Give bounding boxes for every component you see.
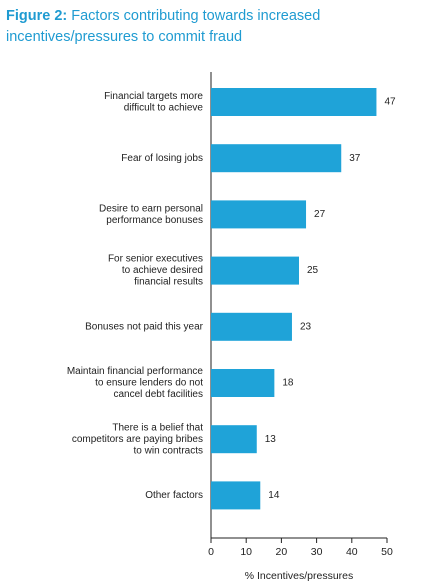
- category-label: For senior executives: [108, 254, 203, 265]
- x-tick-label: 30: [311, 546, 323, 558]
- bar: [211, 369, 275, 397]
- category-label: to win contracts: [134, 445, 203, 456]
- category-label: Bonuses not paid this year: [85, 321, 204, 332]
- category-label: Desire to earn personal: [99, 203, 203, 214]
- category-label: Fear of losing jobs: [121, 153, 203, 164]
- x-tick-label: 10: [240, 546, 252, 558]
- category-label: competitors are paying bribes: [72, 434, 203, 445]
- value-label: 23: [300, 321, 312, 332]
- value-label: 37: [349, 153, 361, 164]
- chart-title: Figure 2: Factors contributing towards i…: [6, 8, 320, 24]
- value-label: 13: [265, 434, 277, 445]
- category-label: performance bonuses: [106, 215, 203, 226]
- figure-label: Figure 2:: [6, 8, 67, 24]
- x-tick-label: 20: [276, 546, 288, 558]
- bar: [211, 481, 261, 510]
- category-label: Maintain financial performance: [67, 366, 204, 377]
- category-label: Financial targets more: [104, 91, 203, 102]
- value-label: 18: [282, 378, 294, 389]
- chart-title: incentives/pressures to commit fraud: [6, 29, 242, 45]
- value-label: 27: [314, 209, 326, 220]
- category-label: to ensure lenders do not: [95, 378, 203, 389]
- bar: [211, 425, 257, 454]
- x-axis-label: % Incentives/pressures: [245, 570, 354, 582]
- bar: [211, 312, 292, 341]
- bar: [211, 144, 342, 173]
- category-label: financial results: [134, 277, 203, 288]
- title-line: Factors contributing towards increased: [71, 8, 320, 24]
- category-label: difficult to achieve: [124, 102, 204, 113]
- bar: [211, 88, 377, 116]
- value-label: 14: [268, 490, 280, 501]
- category-label: cancel debt facilities: [114, 389, 204, 400]
- x-tick-label: 0: [208, 546, 214, 558]
- category-label: There is a belief that: [112, 422, 203, 433]
- x-tick-label: 40: [346, 546, 358, 558]
- value-label: 25: [307, 265, 319, 276]
- x-tick-label: 50: [381, 546, 393, 558]
- value-label: 47: [384, 97, 396, 108]
- category-label: Other factors: [145, 490, 203, 501]
- bar: [211, 200, 307, 229]
- category-label: to achieve desired: [122, 265, 203, 276]
- bar: [211, 256, 299, 285]
